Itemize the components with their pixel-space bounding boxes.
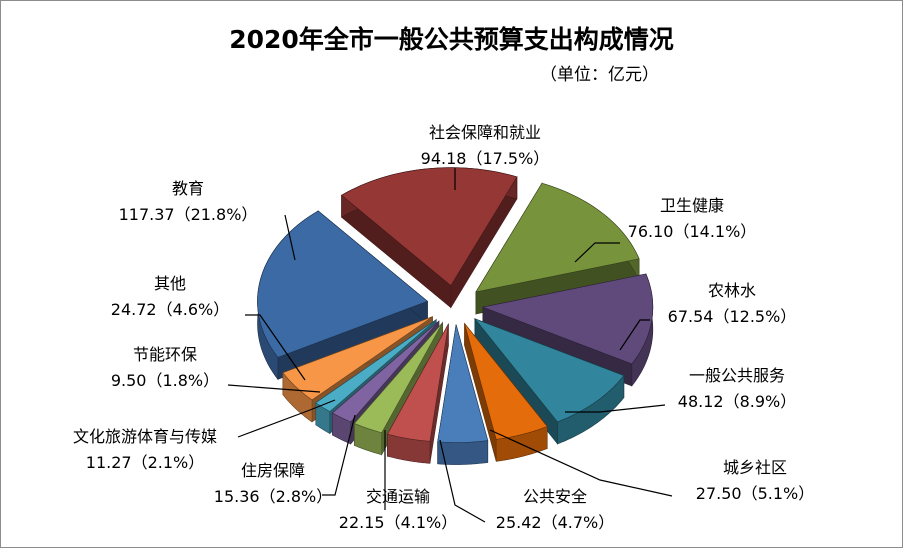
slice-top xyxy=(282,316,433,401)
leader-line xyxy=(322,414,356,496)
leader-line xyxy=(439,439,486,523)
slice-top xyxy=(386,323,449,442)
value-text: 94.18（17.5%） xyxy=(420,149,550,168)
leader-line xyxy=(227,384,321,393)
leader-line xyxy=(245,314,306,381)
label-卫生健康: 卫生健康 76.10（14.1%） xyxy=(627,196,757,241)
slice-top xyxy=(315,319,437,412)
slice-交通运输 xyxy=(386,322,449,464)
leader-line xyxy=(619,319,650,351)
label-其他: 其他 24.72（4.6%） xyxy=(110,274,230,319)
leader-line xyxy=(574,242,620,263)
slice-top xyxy=(481,273,654,365)
label-一般公共服务: 一般公共服务 48.12（8.9%） xyxy=(677,366,797,411)
label-教育: 教育 117.37（21.8%） xyxy=(118,179,258,224)
unit-label: （单位：亿元） xyxy=(540,65,659,85)
slice-top xyxy=(257,210,429,358)
leader-line xyxy=(284,214,296,261)
slice-top xyxy=(353,322,443,434)
label-城乡社区: 城乡社区 27.50（5.1%） xyxy=(695,458,815,503)
slice-top xyxy=(437,324,489,443)
slice-教育 xyxy=(257,210,429,381)
slice-公共安全 xyxy=(437,324,489,465)
label-节能环保: 节能环保 9.50（1.8%） xyxy=(110,345,220,390)
leader-line xyxy=(565,404,666,413)
label-文化旅游体育与传媒: 文化旅游体育与传媒 11.27（2.1%） xyxy=(72,427,217,472)
label-公共安全: 公共安全 25.42（4.7%） xyxy=(495,487,615,532)
chart-title: 2020年全市一般公共预算支出构成情况 xyxy=(229,25,674,54)
slice-top xyxy=(473,318,625,423)
slice-top xyxy=(341,167,518,287)
slice-top xyxy=(475,182,640,293)
label-社会保障和就业: 社会保障和就业 94.18（17.5%） xyxy=(400,120,570,172)
slice-社会保障和就业 xyxy=(341,167,518,309)
slice-城乡社区 xyxy=(464,322,548,462)
slice-top xyxy=(331,320,440,423)
leader-line xyxy=(489,429,673,497)
leader-line xyxy=(237,399,336,438)
label-农林水: 农林水 67.54（12.5%） xyxy=(667,281,797,326)
slice-一般公共服务 xyxy=(473,317,625,445)
slice-top xyxy=(464,323,548,440)
label-住房保障: 住房保障 15.36（2.8%） xyxy=(213,461,333,506)
label-交通运输: 交通运输 22.15（4.1%） xyxy=(338,487,458,532)
